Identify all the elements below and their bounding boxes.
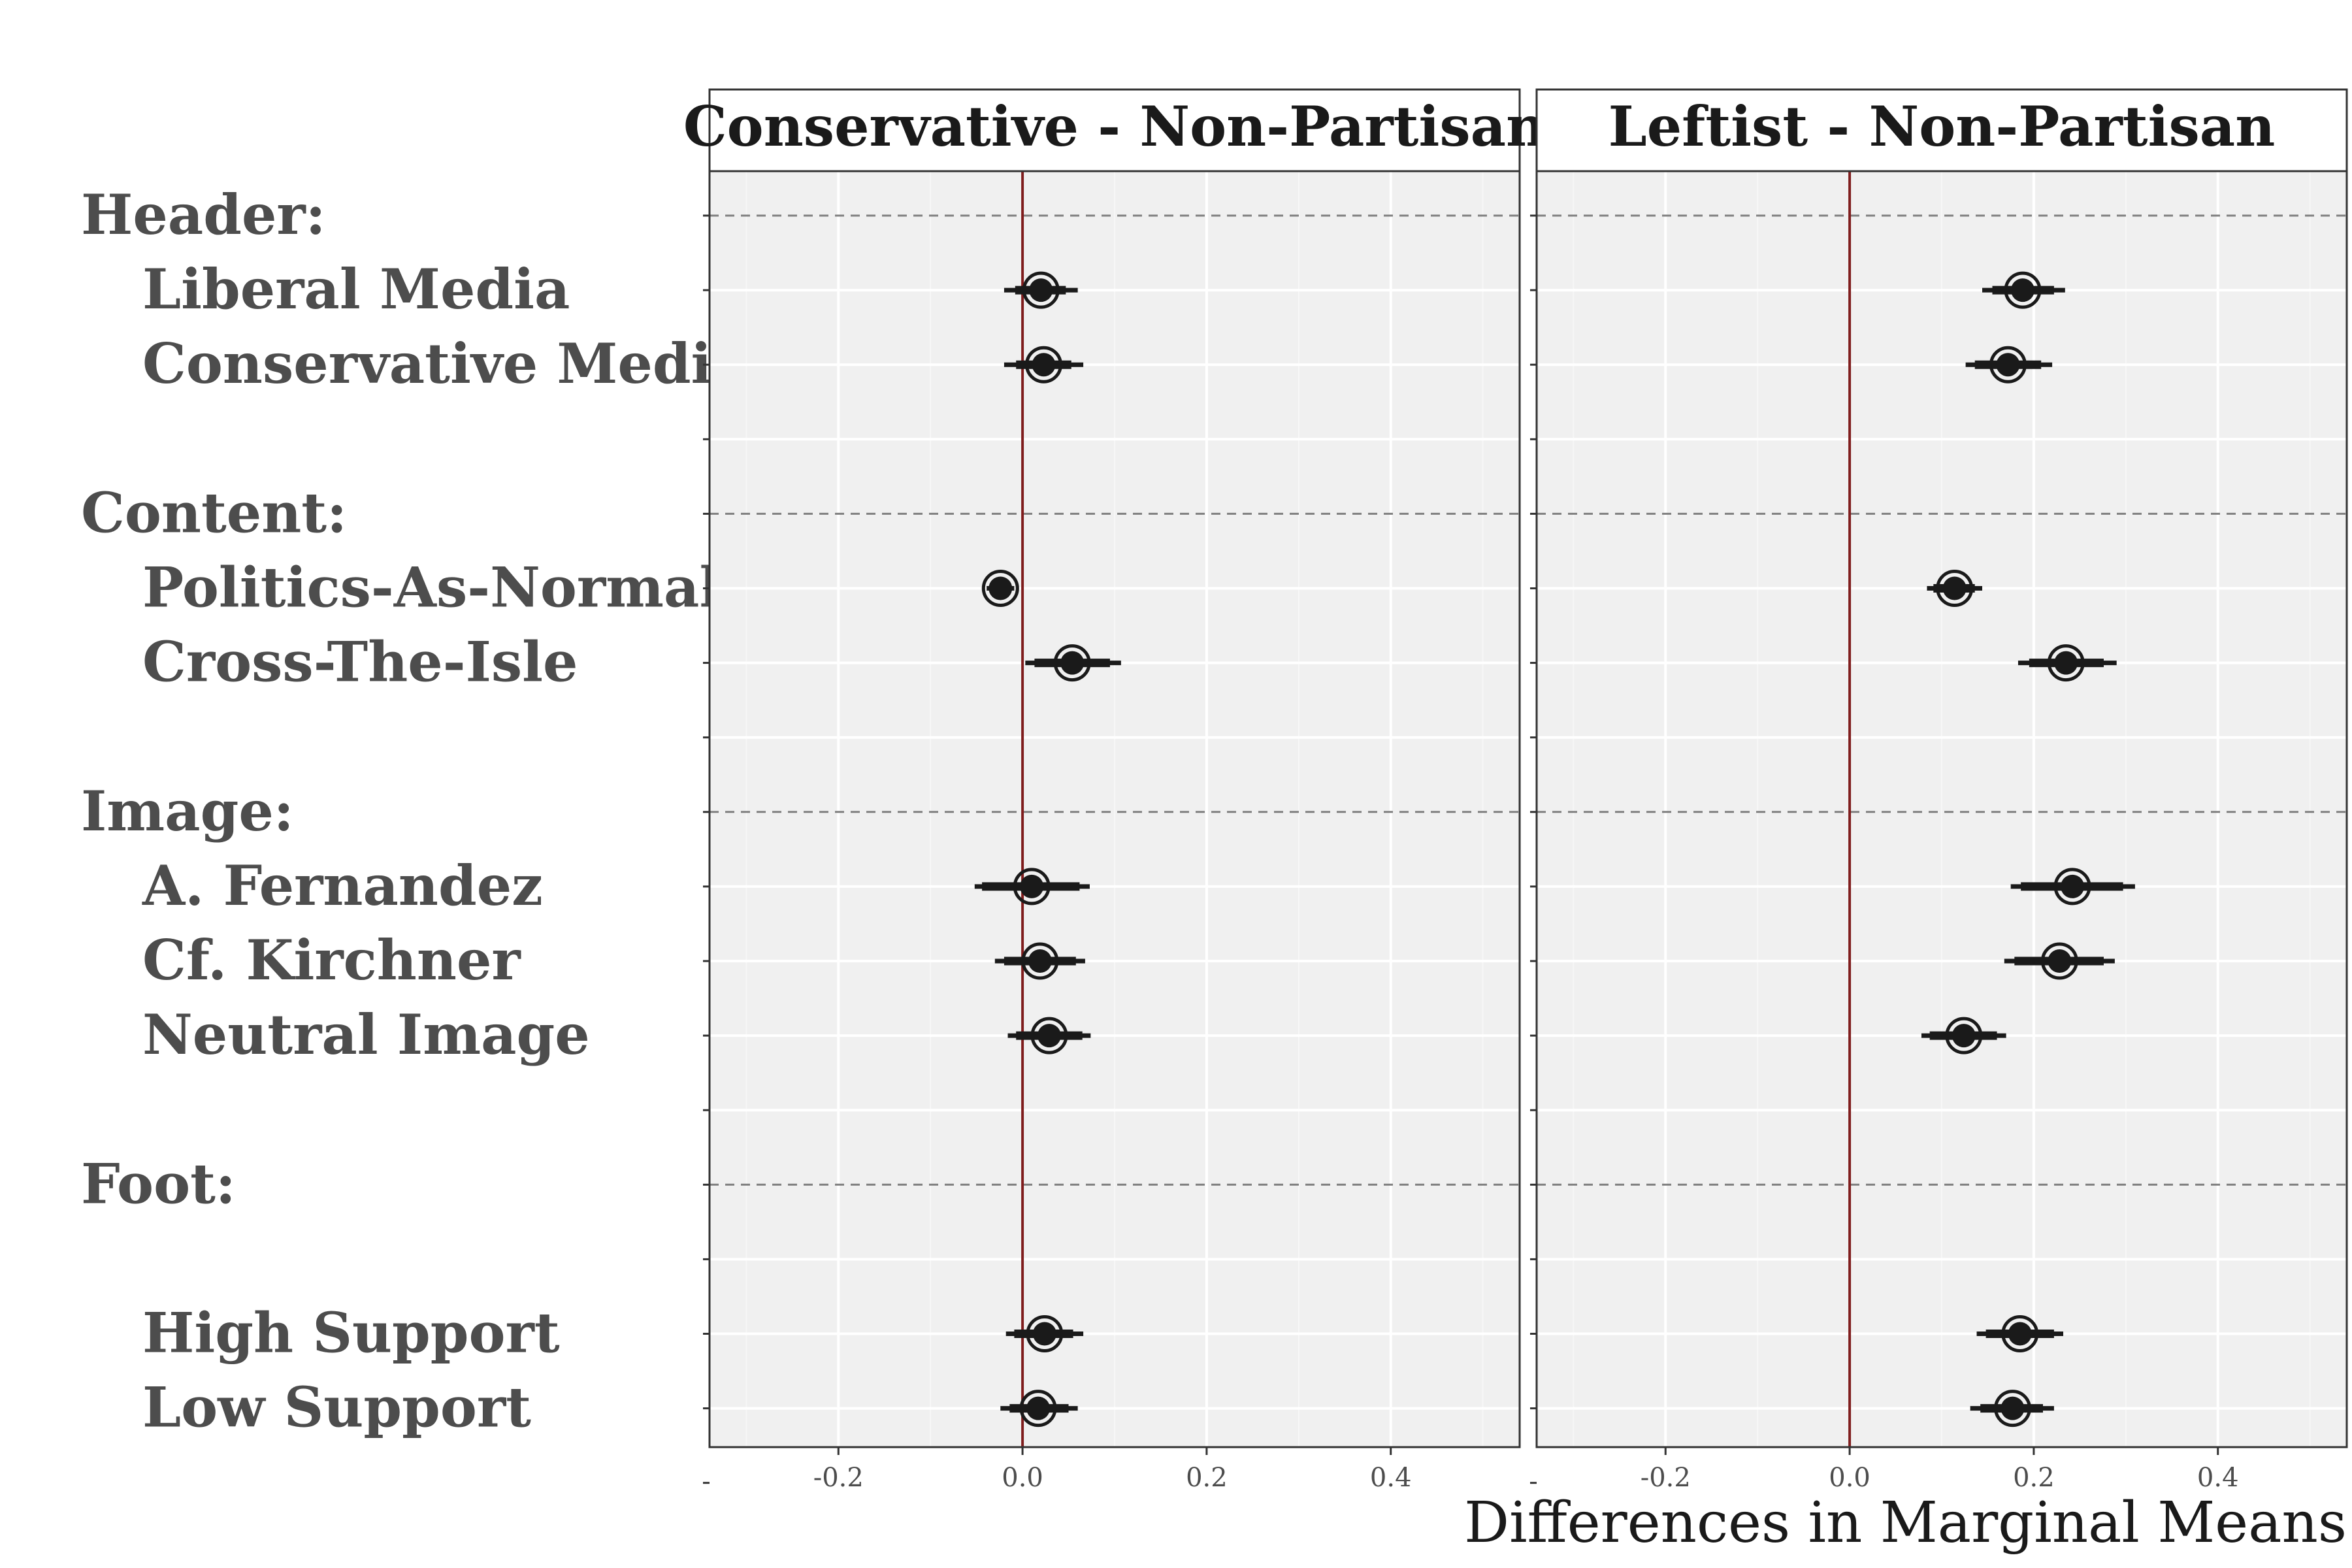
group-label-image: Image: [81,779,294,843]
x-axis-title: Differences in Marginal Means [1464,1490,2347,1556]
x-tick-label: 0.4 [2197,1463,2239,1493]
point-ring [1022,271,1060,309]
row-label-a-fernandez: A. Fernandez [142,853,543,918]
estimate-high-support [1005,1315,1084,1352]
point-ring [2053,868,2091,906]
point-marker [1996,353,2020,377]
point-ring [1053,644,1091,682]
group-label-header: Header: [81,182,326,247]
estimate-politics-as-normal [981,570,1019,607]
point-marker [1060,651,1085,675]
estimate-conservative-media [1965,346,2053,384]
point-ring [2001,1315,2039,1352]
point-ring [1013,868,1051,906]
row-label-cross-the-isle: Cross-The-Isle [142,630,578,694]
estimate-high-support [1976,1315,2063,1352]
point-marker [2008,1322,2032,1346]
estimate-cross-the-isle [2017,644,2117,682]
point-ring [1989,346,2027,384]
estimate-low-support [1000,1390,1078,1428]
x-tick-label: 0.4 [1370,1463,1412,1493]
estimate-neutral-image [1921,1017,2006,1054]
row-label-politics-as-normal: Politics-As-Normal [142,555,720,620]
point-ring [1994,1390,2031,1428]
x-tick-label: 0.2 [2013,1463,2055,1493]
point-marker [2001,1396,2025,1420]
point-marker [2048,949,2072,973]
row-label-cf-kirchner: Cf. Kirchner [142,928,521,992]
point-ring [981,570,1019,607]
estimate-a-fernandez [974,868,1090,906]
estimate-cross-the-isle [1025,644,1121,682]
point-marker [1032,353,1056,377]
panel-2: Leftist - Non-Partisan -0.2 0.0 0.2 0.4 [1530,88,2348,1493]
x-tick-label: 0.0 [1829,1463,1870,1493]
row-label-neutral-image: Neutral Image [142,1002,590,1067]
estimate-liberal-media [1982,271,2065,309]
strip-background [708,88,1521,172]
facet-panels: Conservative - Non-Partisan -0.2 0.0 0.2 0.4… [683,88,2348,1493]
point-ring [2004,271,2042,309]
point-ring [1026,1315,1064,1352]
group-label-content: Content: [81,480,347,545]
strip-background [1535,88,2348,172]
x-tick-label: 0.0 [1002,1463,1043,1493]
point-marker [1032,1322,1056,1346]
row-labels: Header: Liberal Media Conservative Media Co… [81,182,747,1440]
point-marker [1952,1024,1976,1048]
point-marker [1029,278,1053,302]
point-marker [1026,1396,1051,1420]
point-marker [1037,1024,1061,1048]
panel-1: Conservative - Non-Partisan -0.2 0.0 0.2 0.4 [683,88,1546,1493]
estimate-conservative-media [1004,346,1084,384]
strip-title: Leftist - Non-Partisan [1609,94,2276,159]
x-tick-label: -0.2 [1641,1463,1691,1493]
point-ring [2040,942,2078,980]
point-ring [2047,644,2085,682]
x-tick-label: 0.2 [1186,1463,1228,1493]
estimate-neutral-image [1007,1017,1091,1054]
row-label-low-support: Low Support [142,1375,531,1440]
point-ring [1030,1017,1068,1054]
point-ring [1025,346,1062,384]
strip-title: Conservative - Non-Partisan [683,94,1546,159]
estimate-cf-kirchner [994,942,1085,980]
estimate-a-fernandez [2010,868,2135,906]
point-ring [1019,1390,1057,1428]
estimate-liberal-media [1004,271,1078,309]
x-tick-label: -0.2 [813,1463,864,1493]
point-marker [2011,278,2034,302]
estimate-cf-kirchner [2004,942,2115,980]
row-label-conservative-media: Conservative Media [142,331,747,396]
point-ring [1021,942,1059,980]
point-marker [2054,651,2078,675]
estimate-low-support [1970,1390,2054,1428]
group-label-foot: Foot: [81,1151,236,1216]
point-marker [1942,576,1967,600]
point-ring [1945,1017,1983,1054]
point-ring [1936,570,1974,607]
point-marker [988,576,1013,600]
point-marker [2061,874,2085,898]
row-label-high-support: High Support [142,1301,560,1365]
estimate-politics-as-normal [1927,570,1982,607]
row-label-liberal-media: Liberal Media [142,257,570,321]
point-marker [1028,949,1052,973]
point-marker [1020,874,1044,898]
